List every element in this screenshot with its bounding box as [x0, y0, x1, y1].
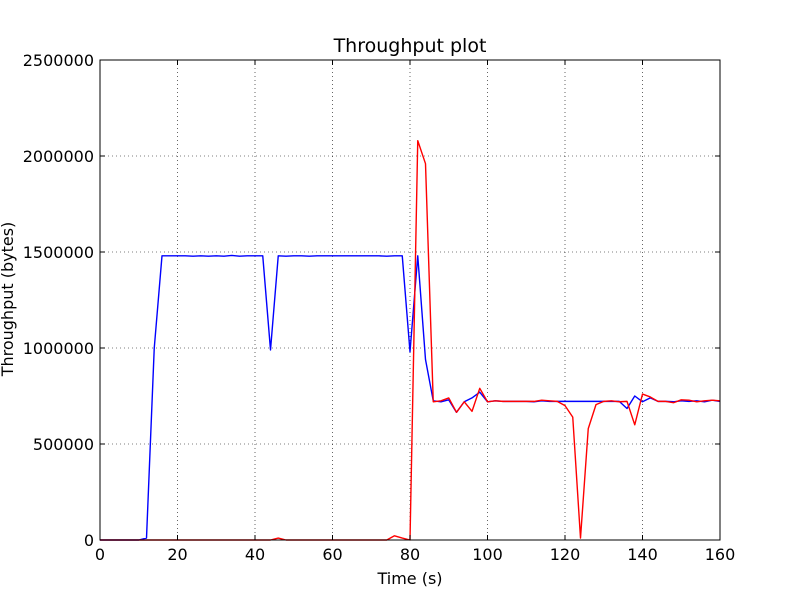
chart-title: Throughput plot	[333, 35, 487, 57]
x-tick-label: 80	[400, 545, 420, 564]
series-layer	[100, 139, 721, 541]
x-tick-label: 40	[245, 545, 265, 564]
x-tick-label: 20	[167, 545, 187, 564]
ticks: 0 20 40 60 80 100 120 140 160 0 500000 1000000 15000…	[23, 51, 736, 564]
x-axis-label: Time (s)	[376, 569, 442, 588]
series-line-0	[100, 254, 721, 541]
y-tick-label: 2500000	[23, 51, 94, 70]
x-tick-label: 160	[705, 545, 736, 564]
x-tick-label: 60	[322, 545, 342, 564]
y-tick-label: 2000000	[23, 147, 94, 166]
y-tick-label: 0	[84, 531, 94, 550]
x-tick-label: 100	[472, 545, 503, 564]
x-tick-label: 0	[95, 545, 105, 564]
y-tick-label: 1000000	[23, 339, 94, 358]
series-line-1	[100, 139, 721, 541]
y-axis-label: Throughput (bytes)	[0, 222, 17, 378]
y-tick-label: 1500000	[23, 243, 94, 262]
y-tick-label: 500000	[33, 435, 94, 454]
x-tick-label: 120	[550, 545, 581, 564]
x-tick-label: 140	[627, 545, 658, 564]
